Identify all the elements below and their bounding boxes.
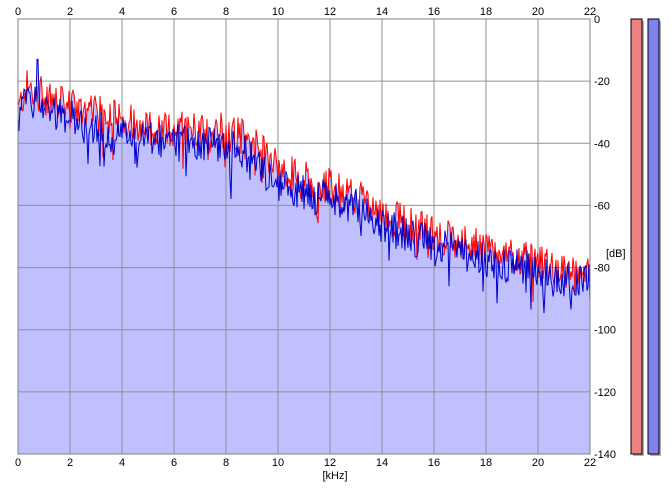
x-tick-label-top: 8 [223,6,229,18]
x-tick-label-top: 0 [15,6,21,18]
y-tick-label: -100 [594,325,616,337]
x-tick-label-bottom: 2 [67,457,73,469]
x-tick-label-bottom: 12 [324,457,336,469]
x-tick-label-bottom: 18 [480,457,492,469]
axes: 002244668810101212141416161818202022220-… [15,6,626,482]
plot-frame [17,18,591,455]
series-line-red [17,70,591,302]
y-tick-label: -40 [594,138,610,150]
x-tick-label-bottom: 20 [532,457,544,469]
y-tick-label: -140 [594,449,616,461]
x-tick-label-bottom: 0 [15,457,21,469]
spectrum-area [18,59,590,455]
y-tick-label: 0 [594,14,600,26]
y-axis-label: [dB] [606,248,626,260]
x-tick-label-top: 18 [480,6,492,18]
x-tick-label-top: 4 [119,6,125,18]
x-tick-label-bottom: 14 [376,457,388,469]
x-tick-label-bottom: 10 [272,457,284,469]
x-tick-label-bottom: 4 [119,457,125,469]
x-tick-label-top: 20 [532,6,544,18]
level-meter-bar [630,18,643,455]
y-tick-label: -80 [594,263,610,275]
y-tick-label: -60 [594,200,610,212]
spectrum-fill [18,59,590,455]
x-tick-label-top: 12 [324,6,336,18]
x-tick-label-top: 22 [584,6,596,18]
x-tick-label-top: 2 [67,6,73,18]
x-tick-label-bottom: 16 [428,457,440,469]
y-tick-label: -20 [594,76,610,88]
series-layer [17,58,591,314]
x-tick-label-top: 6 [171,6,177,18]
x-tick-label-bottom: 8 [223,457,229,469]
level-meter-bar [647,18,660,455]
x-axis-label: [kHz] [322,470,347,482]
x-tick-label-top: 10 [272,6,284,18]
level-meters [630,18,661,456]
x-tick-label-top: 14 [376,6,388,18]
x-tick-label-bottom: 6 [171,457,177,469]
series-line-blue [17,58,591,314]
x-tick-label-bottom: 22 [584,457,596,469]
x-tick-label-top: 16 [428,6,440,18]
y-tick-label: -120 [594,387,616,399]
